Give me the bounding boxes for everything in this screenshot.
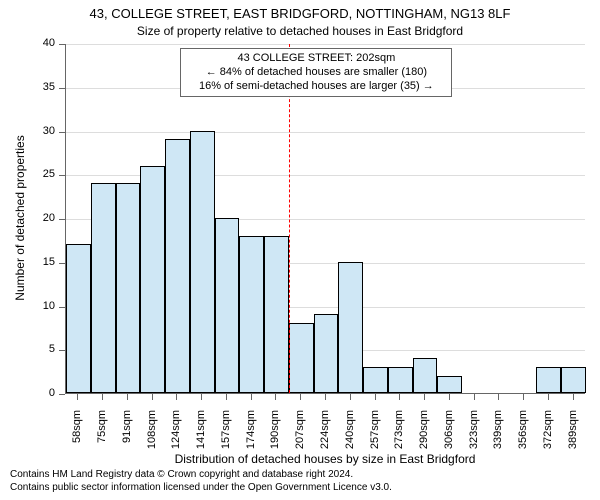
x-tick-label: 257sqm	[369, 410, 381, 460]
y-tick	[59, 350, 65, 351]
y-gridline	[66, 132, 585, 133]
x-tick	[251, 394, 252, 400]
histogram-bar	[413, 358, 438, 393]
x-tick	[152, 394, 153, 400]
histogram-bar	[289, 323, 314, 393]
x-tick	[375, 394, 376, 400]
y-tick	[59, 88, 65, 89]
x-tick	[350, 394, 351, 400]
x-tick-label: 356sqm	[517, 410, 529, 460]
y-axis-label: Number of detached properties	[13, 118, 27, 318]
histogram-bar	[314, 314, 339, 393]
x-tick	[325, 394, 326, 400]
histogram-bar	[536, 367, 561, 393]
x-tick-label: 290sqm	[418, 410, 430, 460]
chart-title-sub: Size of property relative to detached ho…	[0, 24, 600, 38]
x-tick-label: 108sqm	[146, 410, 158, 460]
histogram-bar	[116, 183, 141, 393]
x-tick-label: 306sqm	[443, 410, 455, 460]
x-tick	[424, 394, 425, 400]
x-tick-label: 207sqm	[294, 410, 306, 460]
x-tick	[102, 394, 103, 400]
y-tick	[59, 44, 65, 45]
histogram-bar	[363, 367, 388, 393]
x-tick-label: 323sqm	[468, 410, 480, 460]
x-tick	[548, 394, 549, 400]
x-tick	[201, 394, 202, 400]
x-tick	[176, 394, 177, 400]
x-tick-label: 389sqm	[567, 410, 579, 460]
y-gridline	[66, 44, 585, 45]
x-tick	[226, 394, 227, 400]
x-tick-label: 240sqm	[344, 410, 356, 460]
x-tick	[399, 394, 400, 400]
histogram-bar	[338, 262, 363, 393]
attribution-line2: Contains public sector information licen…	[10, 481, 392, 494]
x-tick-label: 141sqm	[195, 410, 207, 460]
y-tick-label: 40	[31, 37, 55, 49]
histogram-bar	[437, 376, 462, 394]
y-tick	[59, 132, 65, 133]
chart-title-main: 43, COLLEGE STREET, EAST BRIDGFORD, NOTT…	[0, 6, 600, 21]
annotation-line1: 43 COLLEGE STREET: 202sqm	[187, 52, 445, 66]
y-tick-label: 0	[31, 387, 55, 399]
x-tick	[300, 394, 301, 400]
x-tick	[449, 394, 450, 400]
histogram-bar	[239, 236, 264, 394]
attribution-text: Contains HM Land Registry data © Crown c…	[10, 468, 392, 494]
y-tick-label: 5	[31, 343, 55, 355]
x-tick-label: 157sqm	[220, 410, 232, 460]
x-tick-label: 372sqm	[542, 410, 554, 460]
x-tick-label: 190sqm	[269, 410, 281, 460]
attribution-line1: Contains HM Land Registry data © Crown c…	[10, 468, 392, 481]
histogram-chart: 43, COLLEGE STREET, EAST BRIDGFORD, NOTT…	[0, 0, 600, 500]
histogram-bar	[561, 367, 586, 393]
annotation-line3: 16% of semi-detached houses are larger (…	[187, 80, 445, 94]
y-tick	[59, 219, 65, 220]
x-tick-label: 339sqm	[492, 410, 504, 460]
histogram-bar	[140, 166, 165, 394]
x-tick-label: 124sqm	[170, 410, 182, 460]
y-tick-label: 25	[31, 168, 55, 180]
y-tick	[59, 175, 65, 176]
x-tick-label: 224sqm	[319, 410, 331, 460]
x-tick-label: 174sqm	[245, 410, 257, 460]
x-tick	[573, 394, 574, 400]
x-tick-label: 75sqm	[96, 410, 108, 460]
plot-area: 43 COLLEGE STREET: 202sqm← 84% of detach…	[65, 44, 585, 394]
y-tick	[59, 394, 65, 395]
histogram-bar	[190, 131, 215, 394]
y-tick-label: 35	[31, 81, 55, 93]
histogram-bar	[215, 218, 240, 393]
histogram-bar	[66, 244, 91, 393]
y-tick	[59, 263, 65, 264]
annotation-line2: ← 84% of detached houses are smaller (18…	[187, 66, 445, 80]
y-tick-label: 20	[31, 212, 55, 224]
x-tick	[523, 394, 524, 400]
y-tick	[59, 307, 65, 308]
histogram-bar	[388, 367, 413, 393]
y-tick-label: 10	[31, 300, 55, 312]
y-tick-label: 15	[31, 256, 55, 268]
x-tick	[127, 394, 128, 400]
x-tick	[474, 394, 475, 400]
x-tick	[275, 394, 276, 400]
x-tick	[77, 394, 78, 400]
y-tick-label: 30	[31, 125, 55, 137]
annotation-box: 43 COLLEGE STREET: 202sqm← 84% of detach…	[180, 48, 452, 97]
x-tick-label: 58sqm	[71, 410, 83, 460]
x-tick-label: 273sqm	[393, 410, 405, 460]
x-tick	[498, 394, 499, 400]
x-tick-label: 91sqm	[121, 410, 133, 460]
histogram-bar	[165, 139, 190, 393]
histogram-bar	[91, 183, 116, 393]
histogram-bar	[264, 236, 289, 394]
